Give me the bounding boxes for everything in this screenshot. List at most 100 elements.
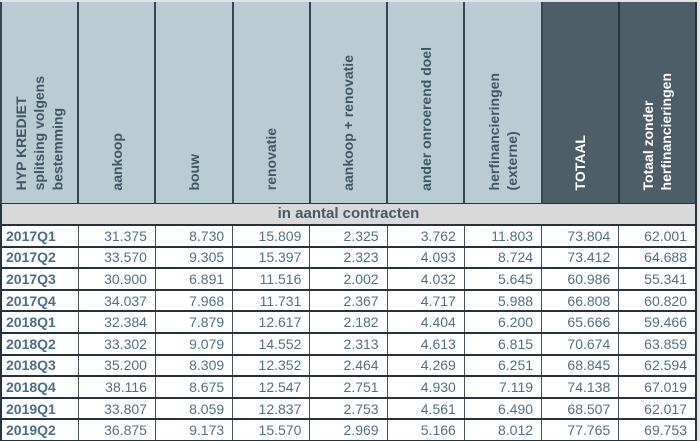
data-cell: 12.837: [232, 396, 311, 421]
row-label: 2018Q1: [0, 310, 79, 334]
data-cell: 2.753: [309, 396, 388, 421]
data-cell: 6.200: [463, 310, 543, 334]
column-header-label: Totaal zonder herfinancieringen: [640, 73, 675, 191]
data-cell: 63.859: [618, 331, 698, 356]
corner-header-label: HYP KREDIET splitsing volgens bestemming: [13, 76, 66, 191]
data-cell: 62.594: [618, 353, 698, 378]
data-cell: 4.404: [386, 310, 465, 334]
data-cell: 31.375: [77, 224, 156, 248]
section-band-label: in aantal contracten: [0, 202, 697, 226]
data-cell: 6.815: [463, 331, 543, 356]
table-row: 2018Q1 32.384 7.879 12.617 2.182 4.404 6.200 65…: [0, 310, 698, 334]
row-label: 2018Q3: [0, 353, 79, 378]
row-label: 2017Q2: [0, 245, 79, 270]
row-label: 2017Q4: [0, 288, 79, 313]
data-cell: 2.182: [309, 310, 388, 334]
data-cell: 64.688: [618, 245, 698, 270]
data-cell: 2.323: [309, 245, 388, 270]
table-body: 2017Q1 31.375 8.730 15.809 2.325 3.762 11.803 7…: [0, 224, 698, 441]
table-row: 2019Q1 33.807 8.059 12.837 2.753 4.561 6.490 68…: [0, 396, 698, 421]
data-cell: 4.717: [386, 288, 465, 313]
data-cell: 8.724: [463, 245, 543, 270]
data-cell: 8.309: [154, 353, 234, 378]
data-cell: 12.617: [232, 310, 311, 334]
data-cell: 2.464: [309, 353, 388, 378]
data-cell: 8.730: [154, 224, 234, 248]
data-cell: 2.367: [309, 288, 388, 313]
data-cell: 74.138: [541, 375, 620, 399]
data-cell: 62.001: [618, 224, 698, 248]
data-cell: 33.302: [77, 331, 156, 356]
data-cell: 68.845: [541, 353, 620, 378]
data-cell: 2.325: [309, 224, 388, 248]
row-label: 2019Q2: [0, 418, 79, 441]
data-cell: 11.516: [232, 267, 311, 291]
data-cell: 8.675: [154, 375, 234, 399]
column-header-label: TOTAAL: [572, 135, 589, 191]
column-header-label: aankoop + renovatie: [340, 54, 357, 191]
table-row: 2018Q4 38.116 8.675 12.547 2.751 4.930 7.119 74…: [0, 375, 698, 399]
data-cell: 3.762: [386, 224, 465, 248]
data-cell: 4.269: [386, 353, 465, 378]
table-row: 2017Q3 30.900 6.891 11.516 2.002 4.032 5.645 60…: [0, 267, 698, 291]
data-cell: 69.753: [618, 418, 698, 441]
data-cell: 8.012: [463, 418, 543, 441]
data-cell: 73.412: [541, 245, 620, 270]
data-cell: 4.613: [386, 331, 465, 356]
data-cell: 66.808: [541, 288, 620, 313]
table-row: 2019Q2 36.875 9.173 15.570 2.969 5.166 8.012 77…: [0, 418, 698, 441]
data-cell: 7.119: [463, 375, 543, 399]
data-cell: 67.019: [618, 375, 698, 399]
data-cell: 15.570: [232, 418, 311, 441]
data-cell: 30.900: [77, 267, 156, 291]
data-cell: 35.200: [77, 353, 156, 378]
table-row: 2017Q4 34.037 7.968 11.731 2.367 4.717 5.988 66…: [0, 288, 698, 313]
data-cell: 60.986: [541, 267, 620, 291]
data-cell: 5.166: [386, 418, 465, 441]
column-header-totaal-zonder-herfinancieringen: Totaal zonder herfinancieringen: [617, 2, 698, 204]
data-cell: 38.116: [77, 375, 156, 399]
row-label: 2018Q2: [0, 331, 79, 356]
data-cell: 59.466: [618, 310, 698, 334]
data-cell: 15.397: [232, 245, 311, 270]
data-cell: 11.803: [463, 224, 543, 248]
data-cell: 4.930: [386, 375, 465, 399]
data-cell: 6.490: [463, 396, 543, 421]
data-cell: 6.251: [463, 353, 543, 378]
table-row: 2018Q3 35.200 8.309 12.352 2.464 4.269 6.251 68…: [0, 353, 698, 378]
data-cell: 60.820: [618, 288, 698, 313]
row-label: 2018Q4: [0, 375, 79, 399]
data-cell: 34.037: [77, 288, 156, 313]
column-header-label: ander onroerend doel: [417, 46, 434, 191]
data-cell: 9.173: [154, 418, 234, 441]
data-cell: 5.645: [463, 267, 543, 291]
header-row: HYP KREDIET splitsing volgens bestemming…: [0, 2, 698, 204]
row-label: 2019Q1: [0, 396, 79, 421]
column-header-herfinancieringen: herfinancieringen (externe): [463, 2, 543, 204]
data-cell: 2.969: [309, 418, 388, 441]
column-header-totaal: TOTAAL: [540, 2, 620, 204]
data-cell: 9.079: [154, 331, 234, 356]
data-cell: 32.384: [77, 310, 156, 334]
data-cell: 65.666: [541, 310, 620, 334]
column-header-label: renovatie: [263, 128, 280, 191]
data-cell: 2.751: [309, 375, 388, 399]
row-label: 2017Q1: [0, 224, 79, 248]
data-cell: 15.809: [232, 224, 311, 248]
data-cell: 62.017: [618, 396, 698, 421]
data-cell: 8.059: [154, 396, 234, 421]
table-row: 2017Q2 33.570 9.305 15.397 2.323 4.093 8.724 73…: [0, 245, 698, 270]
column-header-ander-onroerend-doel: ander onroerend doel: [386, 2, 466, 204]
row-label: 2017Q3: [0, 267, 79, 291]
data-cell: 33.807: [77, 396, 156, 421]
corner-header: HYP KREDIET splitsing volgens bestemming: [0, 2, 80, 204]
data-cell: 33.570: [77, 245, 156, 270]
data-cell: 77.765: [541, 418, 620, 441]
data-cell: 7.968: [154, 288, 234, 313]
data-cell: 4.093: [386, 245, 465, 270]
data-cell: 5.988: [463, 288, 543, 313]
data-cell: 12.352: [232, 353, 311, 378]
data-cell: 55.341: [618, 267, 698, 291]
data-cell: 9.305: [154, 245, 234, 270]
